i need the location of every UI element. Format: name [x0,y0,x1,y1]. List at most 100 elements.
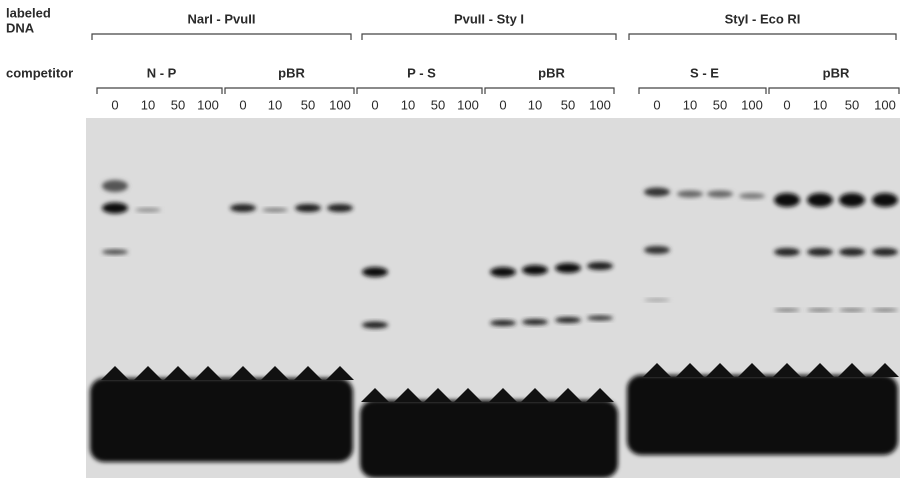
group-label: pBR [538,65,565,80]
lane-label: 50 [431,97,445,112]
well-tooth [194,366,222,380]
band [872,248,898,256]
well-tooth [134,366,162,380]
band [807,193,833,207]
lane-label: 50 [845,97,859,112]
band [522,265,548,275]
panel-title: PvuII - Sty I [454,11,524,26]
bracket [356,87,483,94]
lane-label: 0 [111,97,118,112]
free-probe [360,400,618,478]
well-tooth [294,366,322,380]
lane-label: 0 [653,97,660,112]
well-tooth [326,366,354,380]
band [872,193,898,207]
well-tooth [643,363,671,377]
bracket [484,87,615,94]
band [230,204,256,212]
band [362,267,388,277]
row-label: DNA [6,20,35,35]
lane-label: 10 [813,97,827,112]
band [807,308,833,312]
free-probe [90,378,353,462]
band [774,193,800,207]
well-tooth [676,363,704,377]
band [490,320,516,326]
lane-label: 10 [141,97,155,112]
group-label: P - S [407,65,436,80]
band [102,202,128,214]
band [362,321,388,329]
lane-label: 100 [589,97,611,112]
bracket [628,33,897,40]
band [555,263,581,273]
well-tooth [361,388,389,402]
lane-label: 100 [197,97,219,112]
lane-label: 100 [457,97,479,112]
band [839,193,865,207]
panel-title: StyI - Eco RI [725,11,801,26]
well-tooth [229,366,257,380]
well-tooth [706,363,734,377]
panel-title: NarI - PvuII [188,11,256,26]
band [102,249,128,255]
lane-label: 10 [401,97,415,112]
well-tooth [261,366,289,380]
well-tooth [838,363,866,377]
well-tooth [394,388,422,402]
band [807,248,833,256]
well-tooth [586,388,614,402]
band [644,298,670,302]
well-tooth [871,363,899,377]
lane-label: 0 [239,97,246,112]
lane-label: 0 [783,97,790,112]
well-tooth [454,388,482,402]
band [839,248,865,256]
lane-label: 50 [713,97,727,112]
band [774,248,800,256]
band [327,204,353,212]
band [839,308,865,312]
band [102,180,128,192]
band [522,319,548,325]
well-tooth [554,388,582,402]
band [644,187,670,197]
bracket [224,87,355,94]
gel [90,180,899,478]
row-label: competitor [6,65,73,80]
bracket [768,87,900,94]
well-tooth [424,388,452,402]
band [295,204,321,212]
well-tooth [806,363,834,377]
band [677,190,703,198]
lane-label: 100 [874,97,896,112]
group-label: pBR [278,65,305,80]
well-tooth [489,388,517,402]
lane-label: 50 [301,97,315,112]
band [135,208,161,212]
band [872,308,898,312]
band [587,315,613,321]
well-tooth [521,388,549,402]
bracket [638,87,767,94]
lane-label: 10 [268,97,282,112]
well-tooth [101,366,129,380]
well-tooth [164,366,192,380]
group-label: N - P [147,65,177,80]
lane-label: 0 [371,97,378,112]
group-label: pBR [823,65,850,80]
lane-label: 50 [561,97,575,112]
band [490,267,516,277]
band [739,193,765,199]
bracket [361,33,617,40]
lane-label: 100 [329,97,351,112]
free-probe [627,375,898,455]
lane-label: 10 [528,97,542,112]
lane-label: 50 [171,97,185,112]
lane-label: 10 [683,97,697,112]
band [555,317,581,323]
row-label: labeled [6,5,51,20]
group-label: S - E [690,65,719,80]
band [774,308,800,312]
